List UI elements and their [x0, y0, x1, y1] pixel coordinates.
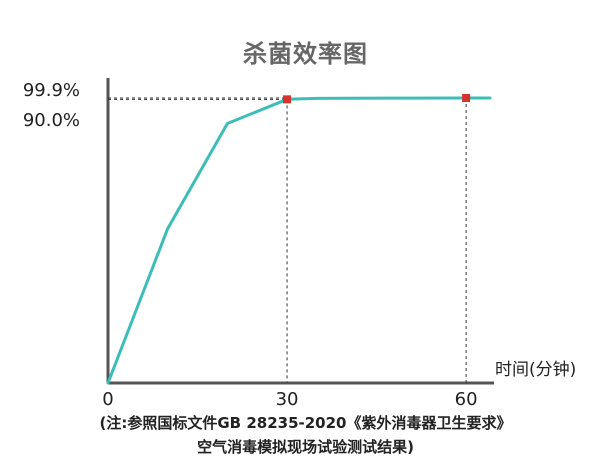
footnote-line-1: (注:参照国标文件GB 28235-2020《紫外消毒器卫生要求》 [99, 414, 512, 432]
data-point-marker [283, 95, 292, 104]
x-tick-label: 0 [102, 389, 113, 410]
x-tick-label: 60 [455, 389, 478, 410]
x-tick-label: 30 [276, 389, 299, 410]
y-tick-label: 99.9% [23, 80, 80, 101]
data-point-marker [462, 94, 471, 102]
footnote-line-2: 空气消毒模拟现场试验测试结果) [197, 438, 414, 456]
x-axis-label: 时间(分钟) [495, 360, 576, 380]
series-line [106, 96, 492, 385]
y-tick-label: 90.0% [23, 110, 80, 131]
chart-title: 杀菌效率图 [243, 40, 368, 68]
